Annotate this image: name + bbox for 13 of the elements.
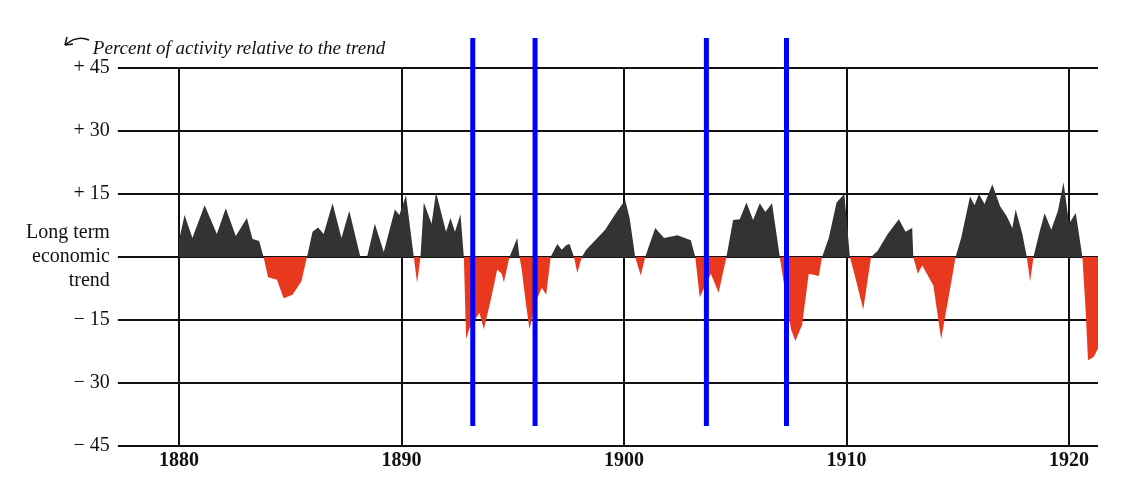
- x-tick-label: 1890: [381, 448, 422, 471]
- x-tick-label: 1880: [159, 448, 200, 471]
- y-tick-label: + 30: [73, 118, 110, 141]
- x-tick-label: 1920: [1049, 448, 1090, 471]
- y-tick-label: − 30: [73, 370, 110, 393]
- x-tick-label: 1900: [604, 448, 645, 471]
- y-axis-title: Percent of activity relative to the trend: [91, 37, 386, 58]
- y-tick-label: + 45: [73, 55, 110, 78]
- y-tick-label: + 15: [73, 181, 110, 204]
- y-tick-label: − 15: [73, 307, 110, 330]
- x-tick-label: 1910: [826, 448, 867, 471]
- y-tick-label: Long term economic trend: [25, 220, 111, 291]
- y-tick-label: − 45: [73, 433, 110, 456]
